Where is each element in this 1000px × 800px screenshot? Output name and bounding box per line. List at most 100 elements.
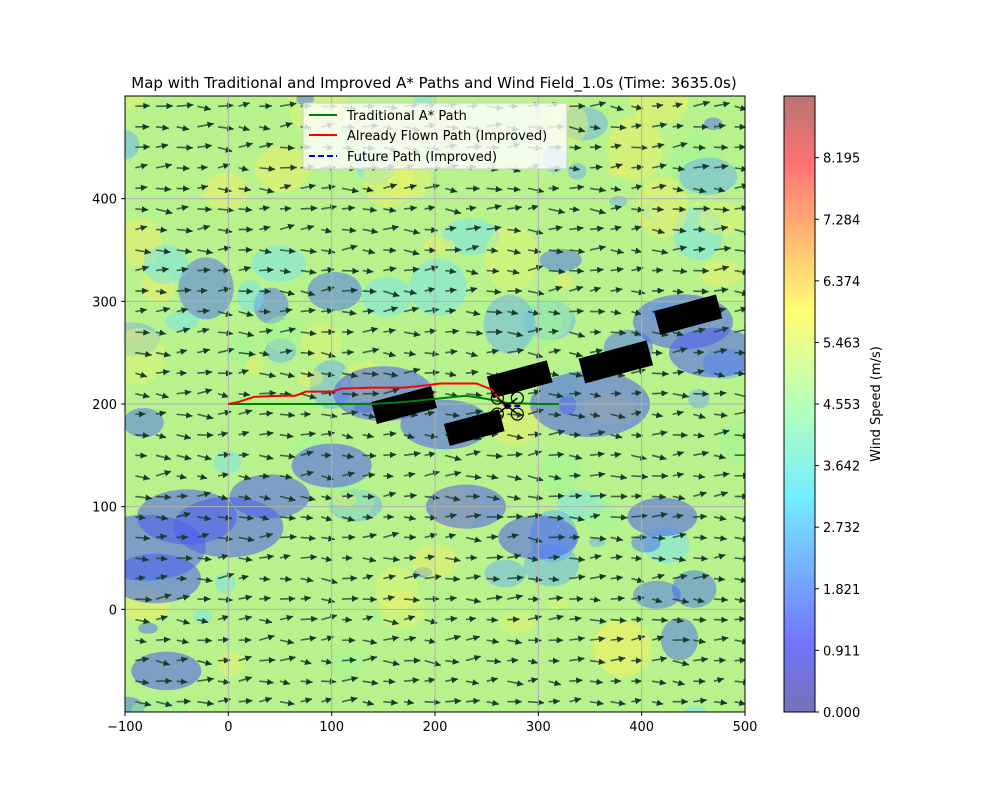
wind-arrow (238, 186, 252, 193)
wind-arrow (259, 494, 271, 501)
wind-arrow (610, 617, 627, 624)
wind-arrow (734, 326, 745, 333)
x-tick-label: 500 (733, 720, 758, 735)
wind-arrow (527, 264, 544, 272)
wind-arrow (341, 675, 359, 683)
wind-arrow (155, 142, 169, 150)
wind-arrow (259, 124, 271, 131)
wind-arrow (341, 244, 358, 251)
wind-arrow (341, 227, 357, 234)
wind-arrow (569, 412, 586, 420)
wind-arrow (176, 204, 189, 212)
wind-arrow (300, 495, 316, 502)
wind-speed-patch (307, 271, 362, 311)
wind-arrow (135, 574, 146, 582)
wind-arrow (486, 554, 504, 561)
wind-arrow (341, 409, 359, 417)
wind-arrow (631, 410, 643, 417)
wind-speed-patch (130, 697, 184, 712)
wind-arrow (465, 635, 481, 642)
wind-arrow (259, 678, 274, 686)
wind-arrow (445, 470, 462, 477)
wind-arrow (176, 125, 190, 132)
wind-arrow (259, 472, 270, 480)
wind-arrow (548, 268, 566, 275)
wind-speed-patch (633, 580, 681, 609)
wind-arrow (362, 615, 374, 622)
wind-arrow (403, 573, 420, 580)
wind-arrow (197, 369, 213, 376)
wind-arrow (651, 635, 665, 642)
wind-arrow (445, 595, 457, 602)
wind-arrow (693, 246, 706, 253)
wind-arrow (362, 638, 378, 645)
wind-arrow (486, 575, 500, 583)
wind-arrow (651, 206, 664, 213)
wind-speed-patch (164, 311, 199, 331)
wind-arrow (321, 555, 333, 563)
wind-arrow (383, 290, 400, 298)
wind-arrow (279, 432, 294, 439)
wind-arrow (527, 327, 543, 334)
wind-arrow (259, 595, 271, 602)
wind-arrow (610, 514, 628, 521)
wind-arrow (403, 228, 420, 235)
wind-arrow (176, 618, 191, 625)
wind-arrow (403, 450, 421, 458)
wind-speed-patch (216, 651, 245, 677)
wind-arrow (321, 389, 336, 397)
wind-arrow (713, 206, 730, 213)
wind-arrow (589, 100, 606, 108)
wind-arrow (589, 513, 601, 520)
wind-arrow (527, 536, 543, 544)
wind-arrow (672, 102, 683, 109)
wind-arrow (548, 309, 561, 316)
wind-arrow (197, 307, 210, 315)
wind-arrow (362, 347, 380, 354)
legend-label-traditional: Traditional A* Path (346, 109, 467, 124)
wind-arrow (238, 536, 255, 543)
wind-arrow (569, 165, 580, 172)
wind-arrow (548, 411, 562, 418)
wind-arrow (672, 679, 685, 686)
wind-arrow (362, 267, 374, 275)
wind-arrow (672, 186, 684, 193)
wind-arrow (259, 696, 273, 703)
wind-arrow (300, 349, 315, 357)
wind-speed-patch (631, 533, 661, 553)
wind-arrow (424, 286, 436, 294)
wind-arrow (321, 371, 335, 378)
wind-speed-patch (245, 355, 264, 374)
wind-arrow (155, 329, 167, 336)
wind-arrow (197, 121, 214, 128)
wind-arrow (569, 225, 584, 232)
wind-arrow (548, 328, 559, 335)
wind-arrow (672, 369, 685, 376)
wind-arrow (176, 656, 188, 663)
wind-arrow (445, 328, 459, 335)
wind-arrow (507, 657, 519, 664)
wind-arrow (734, 516, 745, 523)
wind-arrow (135, 163, 148, 170)
wind-arrow (693, 288, 709, 295)
wind-arrow (217, 329, 234, 337)
wind-arrow (548, 370, 560, 378)
wind-arrow (610, 185, 622, 193)
wind-arrow (362, 472, 376, 479)
wind-arrow (197, 454, 212, 461)
wind-arrow (238, 514, 254, 522)
wind-arrow (135, 555, 149, 563)
wind-arrow (610, 225, 622, 232)
wind-arrow (403, 330, 421, 338)
wind-arrow (300, 554, 318, 561)
wind-arrow (569, 574, 586, 581)
wind-speed-patch (125, 218, 162, 267)
wind-arrow (693, 163, 710, 170)
wind-arrow (341, 391, 359, 398)
wind-arrow (507, 227, 521, 234)
wind-arrow (465, 269, 479, 276)
wind-arrow (486, 533, 498, 541)
wind-arrow (176, 473, 187, 480)
wind-arrow (341, 696, 358, 703)
wind-arrow (610, 413, 626, 420)
